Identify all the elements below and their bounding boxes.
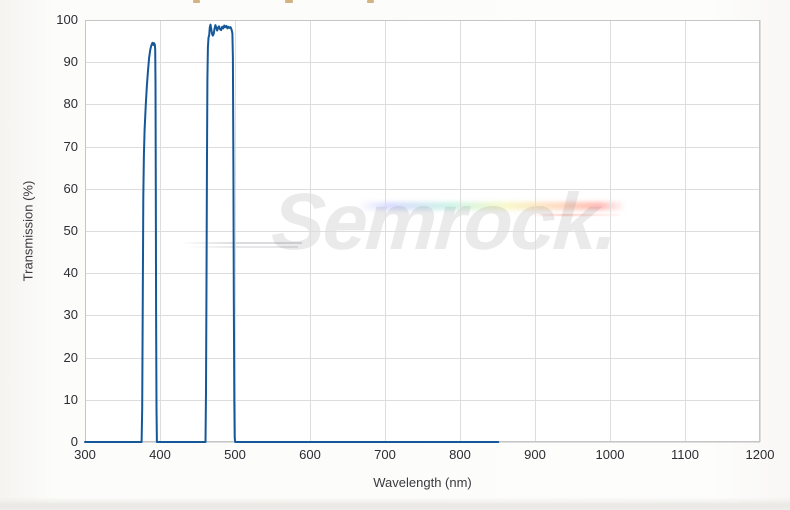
panel-bottom-edge <box>0 497 790 510</box>
transmission-curve <box>84 23 500 443</box>
clipped-title-fragment <box>193 0 200 3</box>
x-axis-title: Wavelength (nm) <box>373 475 472 490</box>
clipped-title-fragment <box>367 0 374 3</box>
y-axis-title: Transmission (%) <box>20 180 36 282</box>
semrock-swoosh-line <box>186 246 298 248</box>
semrock-rainbow-gradient <box>358 202 626 210</box>
semrock-swoosh-line <box>180 242 302 244</box>
semrock-rainbow-tail <box>528 214 620 216</box>
clipped-title-fragment <box>285 0 293 3</box>
